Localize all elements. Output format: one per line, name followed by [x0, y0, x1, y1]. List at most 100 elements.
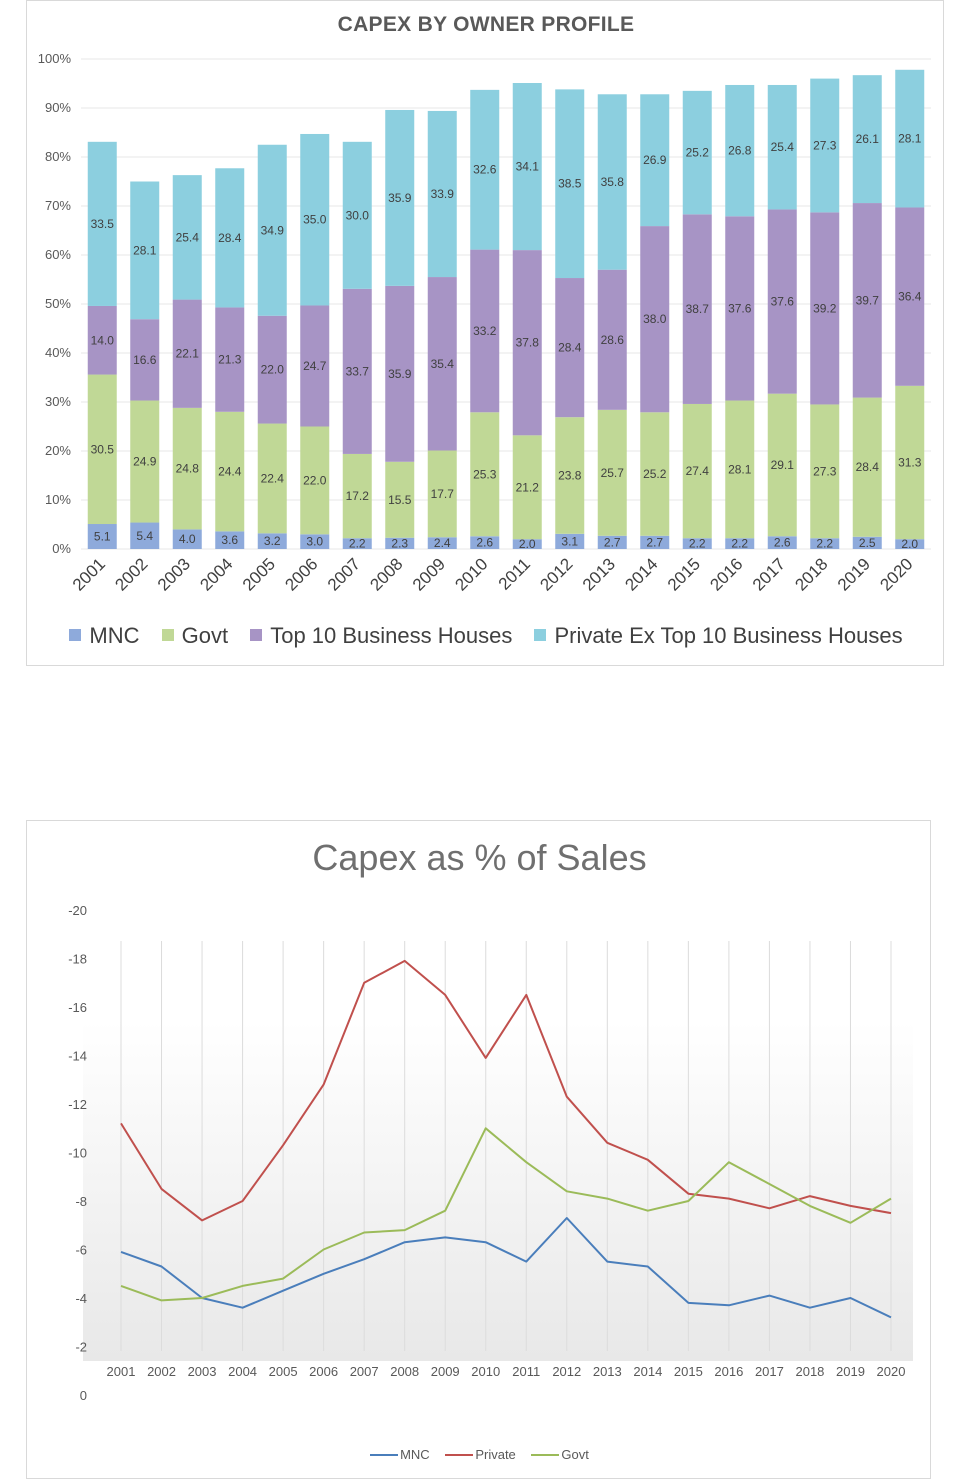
bar-segment	[725, 216, 755, 401]
legend-label-govt: Govt	[181, 623, 229, 648]
data-label: 14.0	[91, 333, 115, 347]
x-tick-label: 2007	[324, 554, 364, 594]
data-label: 21.2	[516, 480, 540, 494]
y-tick-label: -8	[75, 1194, 87, 1209]
bar-segment	[767, 209, 797, 394]
bar-segment	[810, 538, 840, 549]
x-tick-label: 2002	[147, 1364, 176, 1379]
line-series-private	[120, 959, 892, 1222]
x-tick-label: 2005	[239, 554, 279, 594]
bar-segment	[427, 450, 457, 538]
bar-segment	[852, 75, 882, 204]
bar-segment	[852, 397, 882, 537]
x-tick-label: 2009	[431, 1364, 460, 1379]
bar-segment	[215, 531, 245, 549]
legend-item-line-private: Private	[445, 1447, 516, 1462]
line-chart-panel: Capex as % of Sales 0 -2 -4 -6 -8 -10 -12 -14 -1…	[26, 820, 931, 1479]
bar-segment	[130, 319, 160, 401]
data-label: 27.3	[813, 464, 837, 478]
y-tick-label: -6	[75, 1243, 87, 1258]
data-label: 3.2	[264, 534, 281, 548]
legend-line-mnc	[370, 1453, 399, 1456]
data-label: 26.9	[643, 153, 667, 167]
data-label: 22.4	[261, 471, 285, 485]
bar-segment	[87, 305, 117, 375]
data-label: 25.4	[771, 140, 795, 154]
bar-segment	[895, 69, 925, 208]
data-label: 38.0	[643, 312, 667, 326]
bar-segment	[300, 133, 330, 306]
bar-segment	[257, 423, 287, 534]
data-label: 33.9	[431, 187, 455, 201]
legend-item-top10: Top 10 Business Houses	[250, 623, 512, 649]
data-label: 30.0	[346, 208, 370, 222]
data-label: 27.4	[686, 464, 710, 478]
legend-swatch-mnc	[69, 629, 82, 642]
bar-segment	[172, 529, 202, 549]
data-label: 25.2	[686, 146, 710, 160]
data-label: 32.6	[473, 163, 497, 177]
bar-segment	[810, 212, 840, 405]
data-label: 2.6	[774, 536, 791, 550]
data-label: 24.7	[303, 359, 327, 373]
bar-segment	[300, 534, 330, 549]
data-label: 17.7	[431, 487, 455, 501]
data-label: 37.6	[728, 301, 752, 315]
bar-segment	[130, 181, 160, 320]
x-tick-label: 2014	[621, 554, 661, 594]
bar-segment	[342, 538, 372, 549]
data-label: 21.3	[218, 353, 242, 367]
y-tick-label: 20%	[45, 443, 71, 458]
data-label: 2.2	[689, 537, 706, 551]
x-tick-label: 2013	[593, 1364, 622, 1379]
bar-segment	[852, 536, 882, 549]
x-tick-label: 2001	[107, 1364, 136, 1379]
data-label: 2.5	[859, 536, 876, 550]
data-label: 2.7	[646, 535, 663, 549]
line-chart: 0 -2 -4 -6 -8 -10 -12 -14 -16 -18 -20 2001 2002 2003 2…	[68, 903, 913, 1403]
data-label: 22.0	[303, 473, 327, 487]
legend-line-govt	[531, 1453, 560, 1456]
data-label: 35.4	[431, 357, 455, 371]
data-label: 15.5	[388, 493, 412, 507]
data-label: 25.2	[643, 467, 667, 481]
bar-segment	[555, 89, 585, 279]
x-tick-label: 2008	[390, 1364, 419, 1379]
data-label: 39.2	[813, 301, 837, 315]
y-tick-label: 60%	[45, 247, 71, 262]
data-label: 28.1	[898, 132, 922, 146]
x-tick-label: 2019	[834, 554, 874, 594]
data-label: 2.2	[731, 537, 748, 551]
bar-segment	[640, 412, 670, 536]
legend-swatch-private	[534, 629, 547, 642]
x-tick-label: 2016	[706, 554, 746, 594]
legend-item-private: Private Ex Top 10 Business Houses	[534, 623, 903, 649]
bar-segment	[342, 288, 372, 454]
data-label: 37.6	[771, 295, 795, 309]
legend-line-private	[445, 1453, 474, 1456]
data-label: 24.9	[133, 455, 157, 469]
stacked-chart-legend: MNC Govt Top 10 Business Houses Private …	[27, 623, 945, 649]
y-tick-label: 0%	[52, 541, 71, 556]
bar-segment	[512, 435, 542, 540]
x-tick-label: 2012	[536, 554, 576, 594]
legend-item-govt: Govt	[161, 623, 229, 649]
bar-segment	[470, 249, 500, 413]
data-label: 22.1	[176, 347, 200, 361]
data-label: 30.5	[91, 442, 115, 456]
data-label: 25.3	[473, 467, 497, 481]
data-label: 2.6	[476, 536, 493, 550]
data-label: 34.1	[516, 160, 540, 174]
bar-segment	[172, 299, 202, 408]
data-label: 25.4	[176, 230, 200, 244]
bar-segment	[555, 417, 585, 534]
bar-segment	[385, 285, 415, 462]
bar-segment	[342, 453, 372, 539]
bar-segment	[895, 539, 925, 549]
legend-item-mnc: MNC	[69, 623, 140, 649]
x-tick-label: 2004	[196, 554, 236, 594]
y-tick-label: -16	[68, 1000, 87, 1015]
y-tick-label: 0	[80, 1388, 87, 1403]
legend-swatch-govt	[161, 629, 174, 642]
bar-segment	[597, 94, 627, 270]
